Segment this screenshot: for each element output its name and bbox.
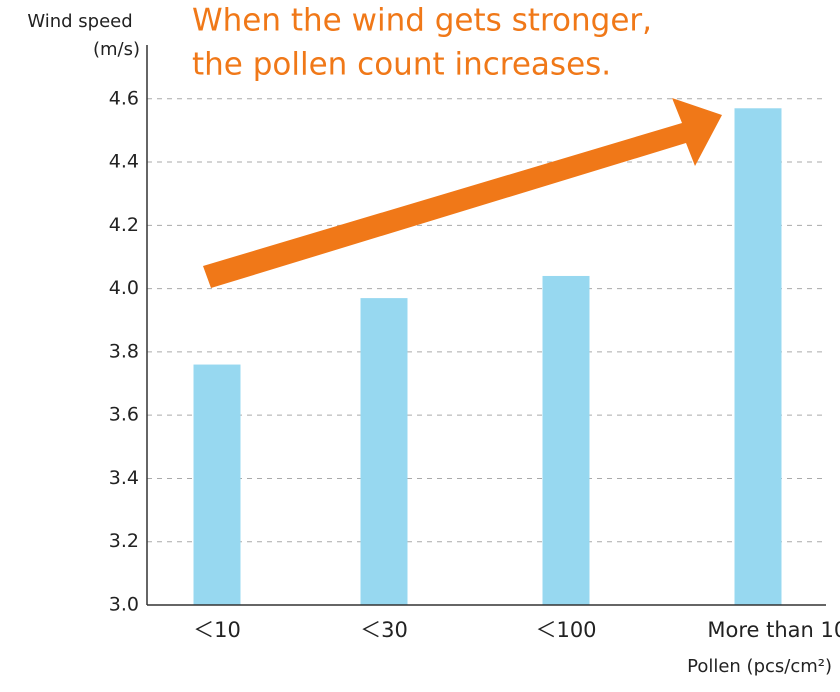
y-tick-label: 4.0	[109, 277, 139, 299]
annotation: the pollen count increases.	[192, 47, 611, 83]
y-axis-label: (m/s)	[93, 39, 140, 60]
y-tick-label: 3.0	[109, 594, 139, 616]
bar	[734, 108, 782, 606]
bar	[193, 364, 241, 605]
y-tick-label: 4.4	[109, 151, 139, 173]
y-tick-label: 3.8	[109, 340, 139, 362]
y-tick-label: 3.2	[109, 530, 139, 552]
bar	[542, 275, 590, 605]
trend-arrow	[203, 98, 722, 288]
x-tick-label: ＜100	[535, 618, 596, 642]
y-tick-label: 3.6	[109, 404, 139, 426]
x-axis-label: Pollen (pcs/cm²)	[687, 656, 832, 677]
y-axis-label: Wind speed	[27, 11, 132, 32]
plot-area: 3.0 3.2 3.4 3.6 3.8 4.0 4.2 4.4 4.6 ＜10 ＜30 ＜100 Mor…	[109, 45, 840, 642]
annotation: When the wind gets stronger,	[192, 3, 652, 39]
x-tick-label: More than 100	[707, 618, 840, 642]
y-tick-label: 4.6	[109, 87, 139, 109]
y-tick-label: 3.4	[109, 467, 139, 489]
y-tick-label: 4.2	[109, 214, 139, 236]
x-tick-label: ＜30	[360, 618, 408, 642]
x-tick-label: ＜10	[193, 618, 241, 642]
bar	[360, 298, 408, 605]
